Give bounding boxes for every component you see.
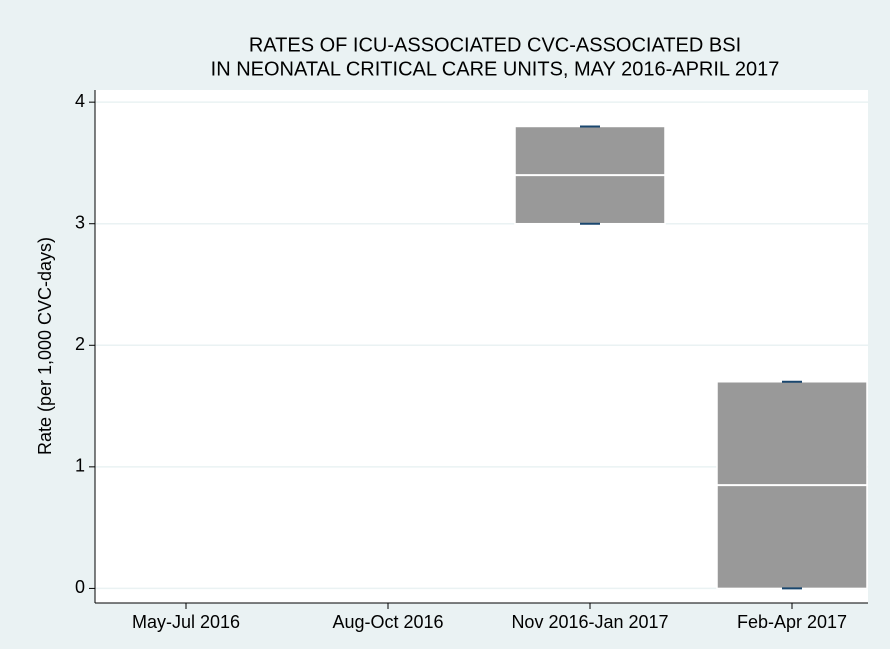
y-axis-label: Rate (per 1,000 CVC-days) — [35, 237, 55, 455]
y-tick-label: 0 — [75, 577, 85, 597]
y-tick-label: 1 — [75, 456, 85, 476]
x-tick-label: May-Jul 2016 — [132, 612, 240, 632]
x-tick-label: Aug-Oct 2016 — [332, 612, 443, 632]
chart-title: IN NEONATAL CRITICAL CARE UNITS, MAY 201… — [211, 58, 780, 80]
x-tick-label: Feb-Apr 2017 — [737, 612, 847, 632]
chart-title: RATES OF ICU-ASSOCIATED CVC-ASSOCIATED B… — [249, 34, 741, 56]
y-tick-label: 2 — [75, 334, 85, 354]
x-tick-label: Nov 2016-Jan 2017 — [511, 612, 668, 632]
y-tick-label: 3 — [75, 212, 85, 232]
y-tick-label: 4 — [75, 91, 85, 111]
